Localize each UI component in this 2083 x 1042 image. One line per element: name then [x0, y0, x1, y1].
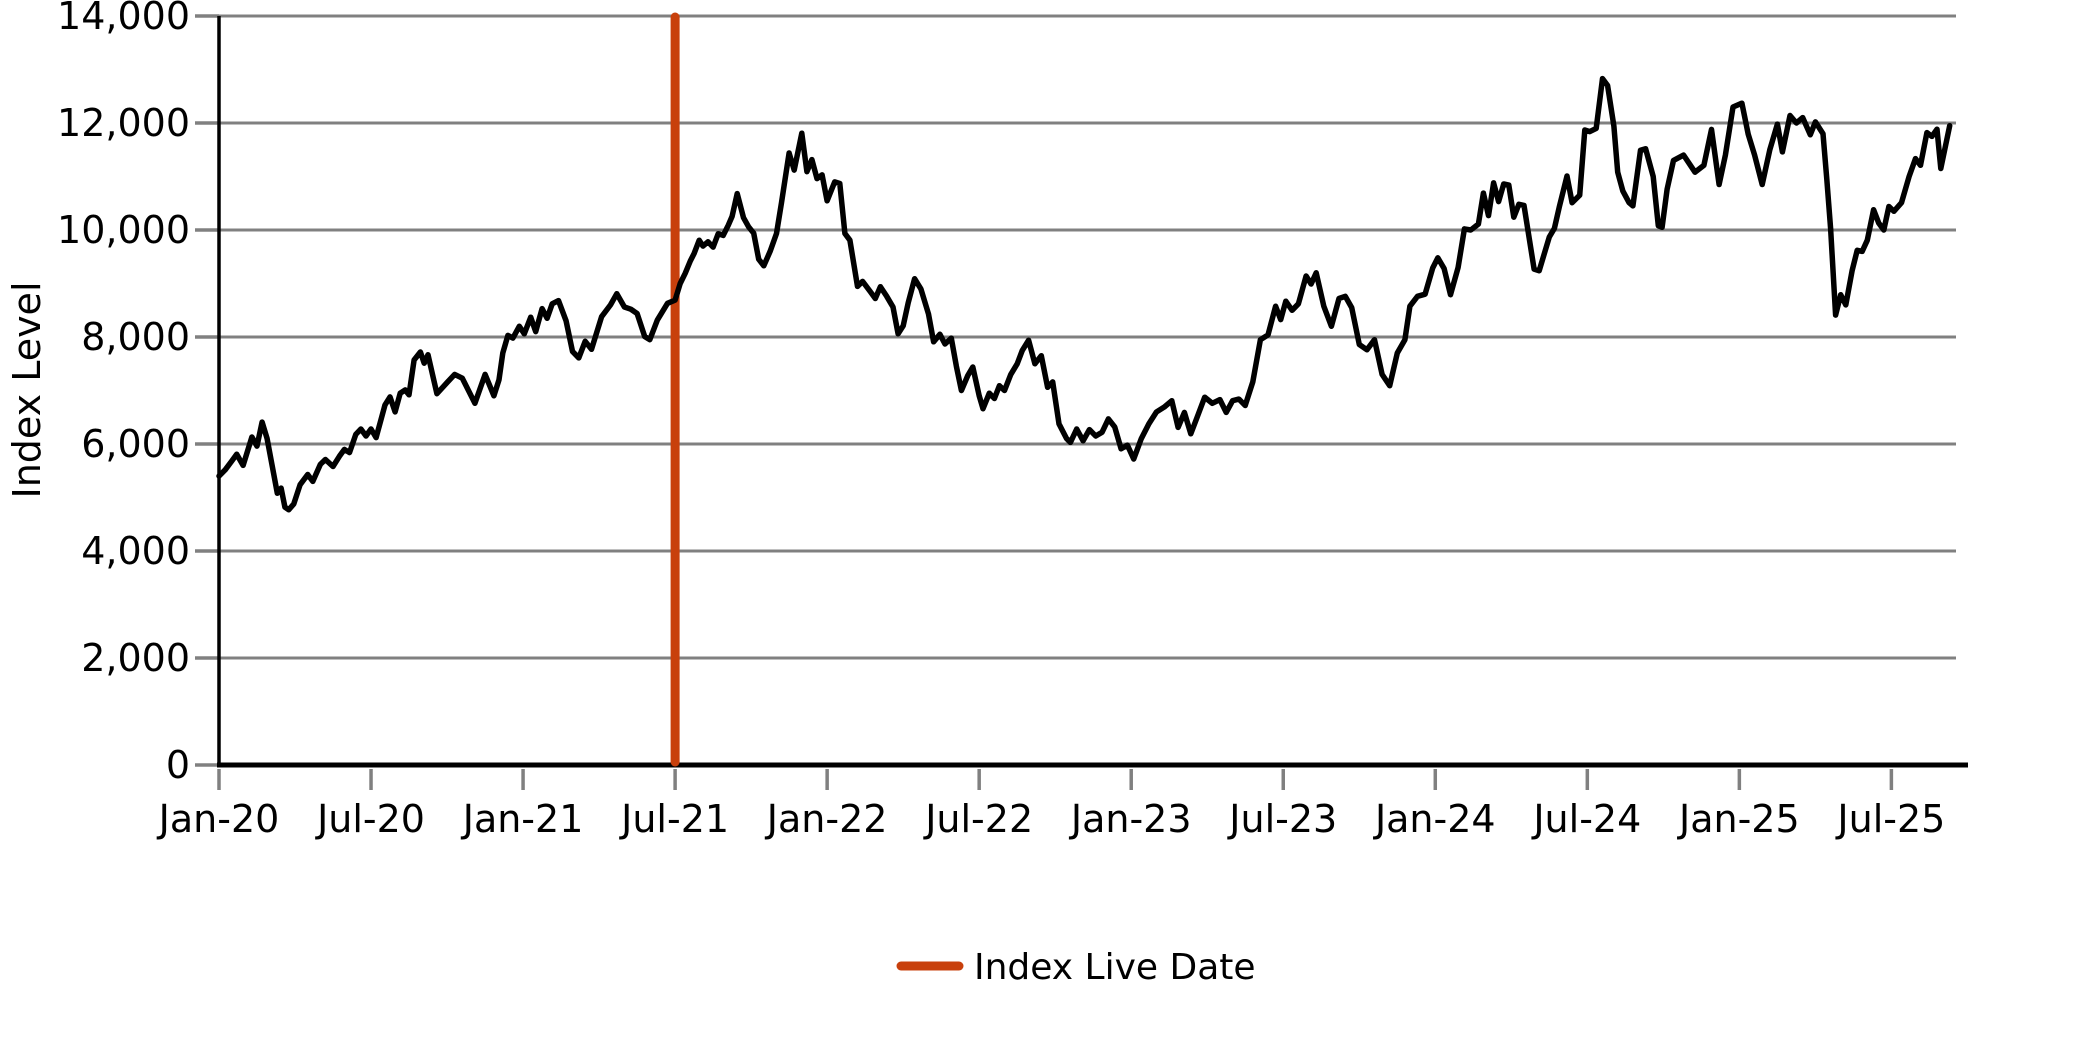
y-tick-label: 8,000: [81, 315, 190, 359]
x-tick-label: Jul-22: [923, 797, 1033, 841]
x-tick-label: Jul-24: [1531, 797, 1641, 841]
y-tick-label: 10,000: [57, 208, 190, 252]
y-tick-label: 6,000: [81, 422, 190, 466]
x-axis-tick-labels: Jan-20 Jul-20 Jan-21 Jul-21 Jan-22 Jul-22 Jan-…: [157, 797, 1946, 841]
series-line-index-level: [216, 75, 1953, 513]
legend: Index Live Date: [896, 947, 1256, 988]
x-tick-label: Jan-25: [1677, 797, 1800, 841]
legend-label-index-live-date: Index Live Date: [974, 947, 1256, 988]
index-level-series: [216, 75, 1953, 513]
x-tick-label: Jul-21: [619, 797, 729, 841]
x-tick-label: Jan-20: [157, 797, 280, 841]
x-tick-label: Jan-21: [461, 797, 584, 841]
x-tick-label: Jan-23: [1069, 797, 1192, 841]
y-tick-label: 0: [166, 743, 190, 787]
y-axis-tick-labels: 0 2,000 4,000 6,000 8,000 10,000 12,000 14,000: [57, 0, 190, 787]
y-tick-label: 14,000: [57, 0, 190, 38]
x-tick-label: Jul-20: [315, 797, 425, 841]
x-tick-label: Jul-25: [1835, 797, 1945, 841]
y-axis-ticks: [195, 14, 219, 767]
axis-spines: [217, 16, 1968, 768]
x-tick-label: Jan-24: [1373, 797, 1496, 841]
gridlines: [219, 14, 1956, 660]
y-tick-label: 12,000: [57, 101, 190, 145]
x-axis-ticks: [217, 769, 1894, 790]
y-axis-title: Index Level: [5, 282, 49, 499]
x-tick-label: Jan-22: [765, 797, 888, 841]
x-tick-label: Jul-23: [1227, 797, 1337, 841]
y-tick-label: 4,000: [81, 529, 190, 573]
y-tick-label: 2,000: [81, 636, 190, 680]
